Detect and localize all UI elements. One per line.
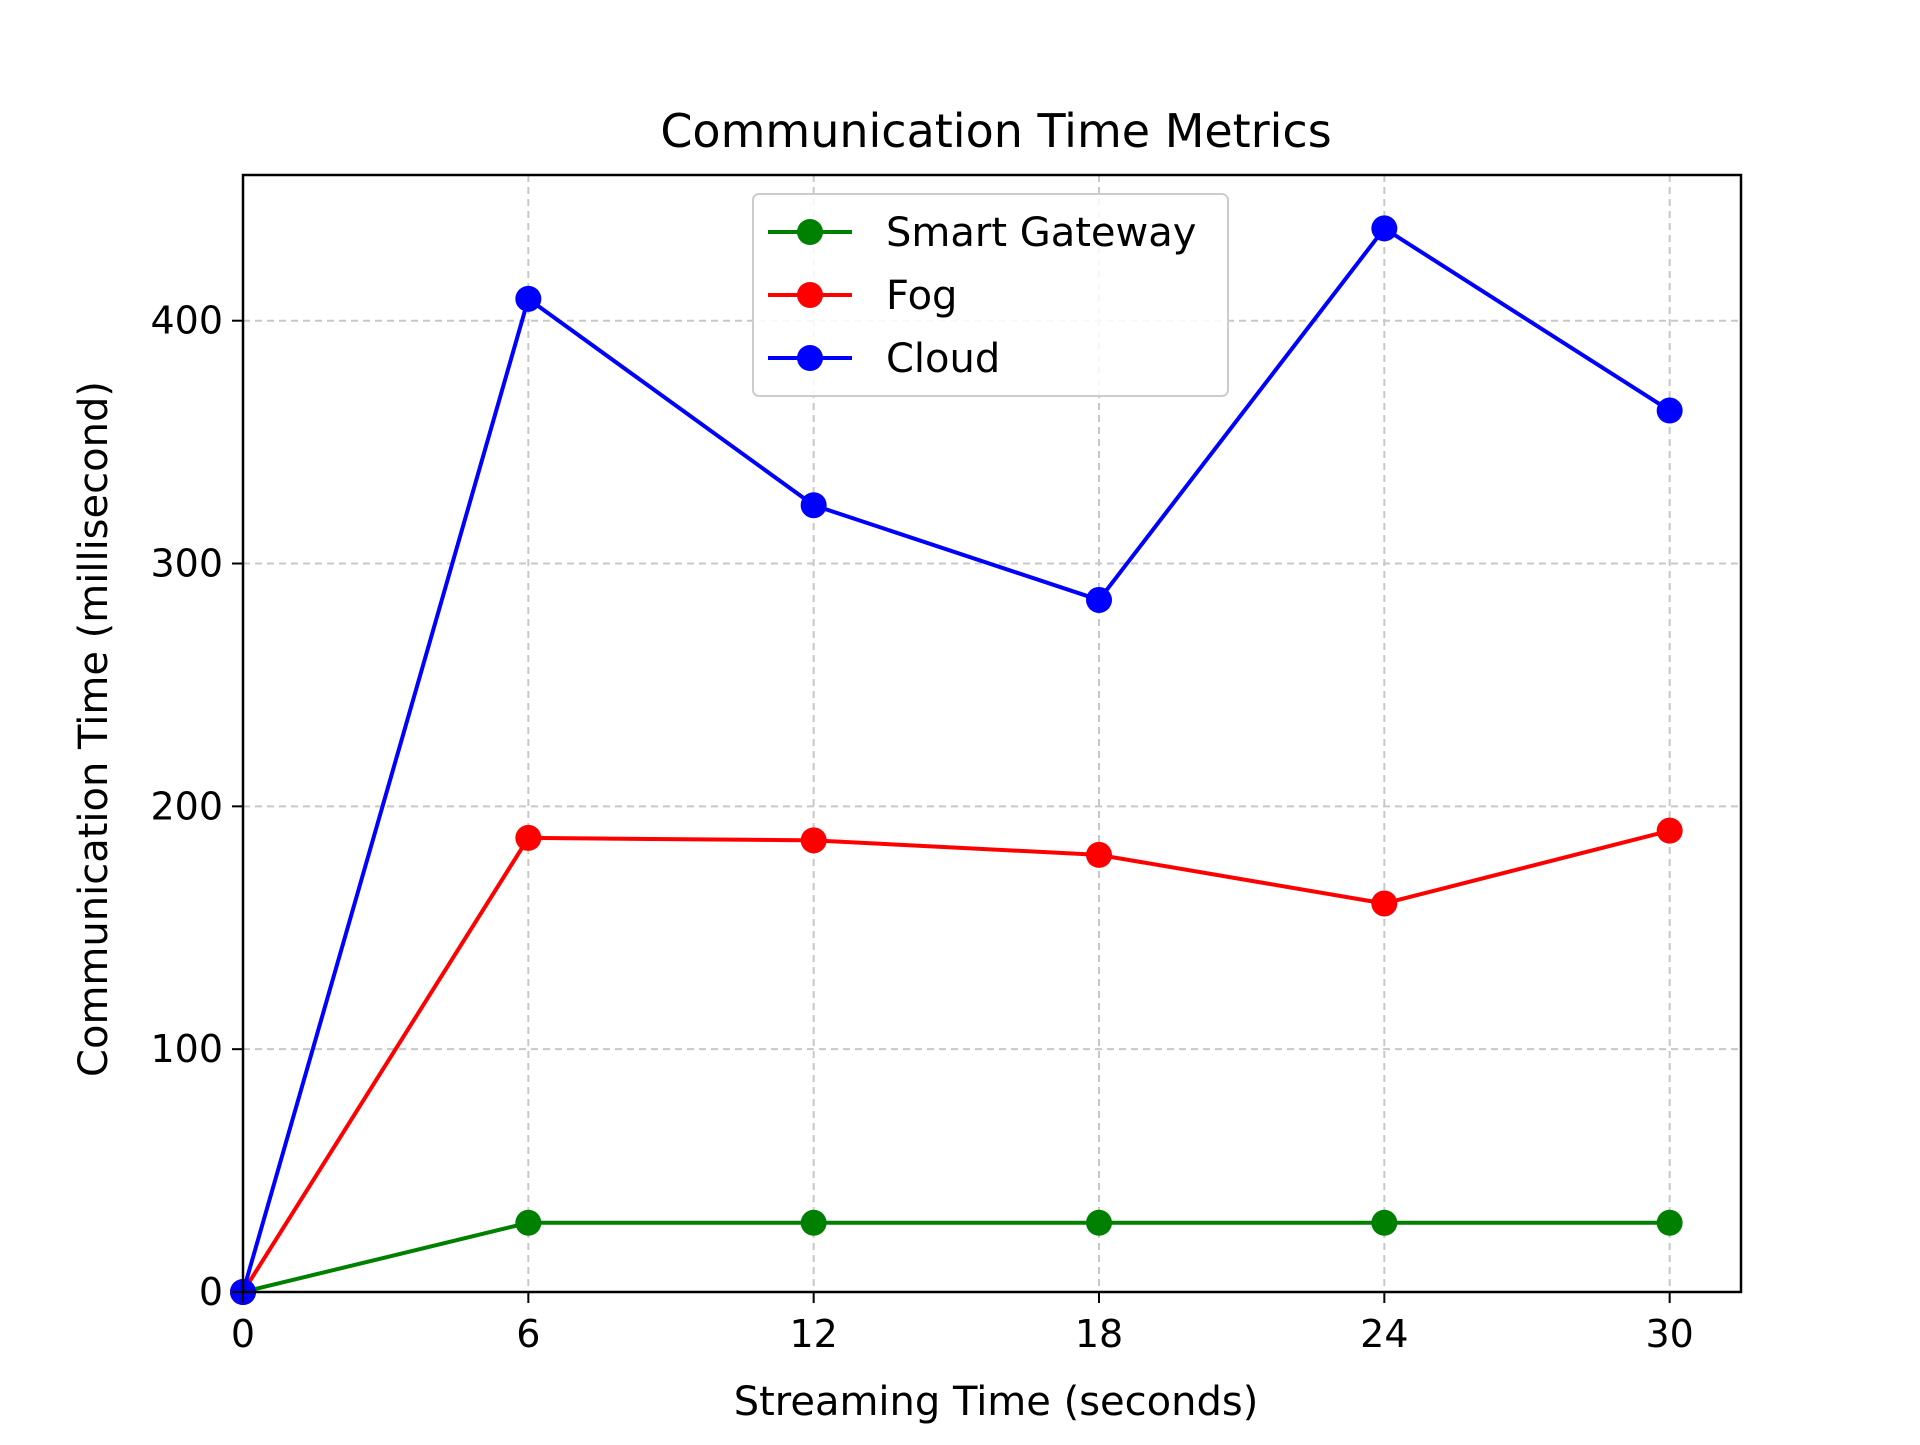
- x-tick-label: 6: [516, 1312, 540, 1356]
- series-line-fog: [241, 828, 1671, 1294]
- legend-label-fog: Fog: [886, 273, 957, 319]
- chart-title: Communication Time Metrics: [660, 104, 1331, 158]
- plot-frame: [241, 173, 1743, 1294]
- series-layer: [230, 215, 1683, 1305]
- y-tick-label: 200: [150, 784, 223, 828]
- series-line-cloud: [241, 226, 1671, 1293]
- series-line-smart-gateway: [242, 1220, 1670, 1294]
- legend-item-smart-gateway: Smart Gateway: [768, 210, 1196, 256]
- x-tick-label: 24: [1360, 1312, 1408, 1356]
- x-axis-label: Streaming Time (seconds): [734, 1379, 1259, 1425]
- data-point-smart-gateway: [515, 1209, 542, 1236]
- data-point-cloud: [1086, 586, 1112, 613]
- data-point-smart-gateway: [1086, 1209, 1112, 1236]
- legend: Smart Gateway Fog Cloud: [752, 193, 1229, 397]
- x-tick-label: 18: [1075, 1312, 1123, 1356]
- legend-box: [752, 193, 1229, 397]
- data-point-fog: [1086, 841, 1112, 868]
- legend-marker-cloud: [797, 345, 823, 371]
- data-point-cloud: [800, 492, 827, 519]
- series-cloud: [230, 215, 1683, 1305]
- legend-item-cloud: Cloud: [768, 336, 1000, 382]
- data-point-cloud: [515, 285, 542, 312]
- data-point-cloud: [1656, 397, 1683, 424]
- y-tick-label: 300: [150, 542, 223, 586]
- data-point-smart-gateway: [800, 1209, 827, 1236]
- legend-marker-fog: [797, 282, 823, 308]
- x-tick-label: 12: [789, 1312, 837, 1356]
- data-point-smart-gateway: [1371, 1209, 1398, 1236]
- legend-label-cloud: Cloud: [886, 336, 1000, 382]
- x-tick-label: 30: [1645, 1312, 1693, 1356]
- data-point-cloud: [1371, 215, 1398, 242]
- legend-item-fog: Fog: [768, 273, 957, 319]
- y-axis-label: Communication Time (millisecond): [71, 381, 117, 1077]
- data-point-fog: [800, 827, 827, 854]
- data-point-fog: [1371, 890, 1398, 917]
- data-point-fog: [515, 824, 542, 851]
- legend-label-smart-gateway: Smart Gateway: [886, 210, 1196, 256]
- y-tick-label: 0: [199, 1270, 223, 1314]
- y-tick-label: 400: [150, 299, 223, 343]
- data-point-smart-gateway: [1656, 1209, 1683, 1236]
- y-tick-label: 100: [150, 1027, 223, 1071]
- data-point-fog: [1656, 817, 1683, 844]
- legend-marker-smart-gateway: [797, 219, 823, 245]
- x-tick-label: 0: [231, 1312, 255, 1356]
